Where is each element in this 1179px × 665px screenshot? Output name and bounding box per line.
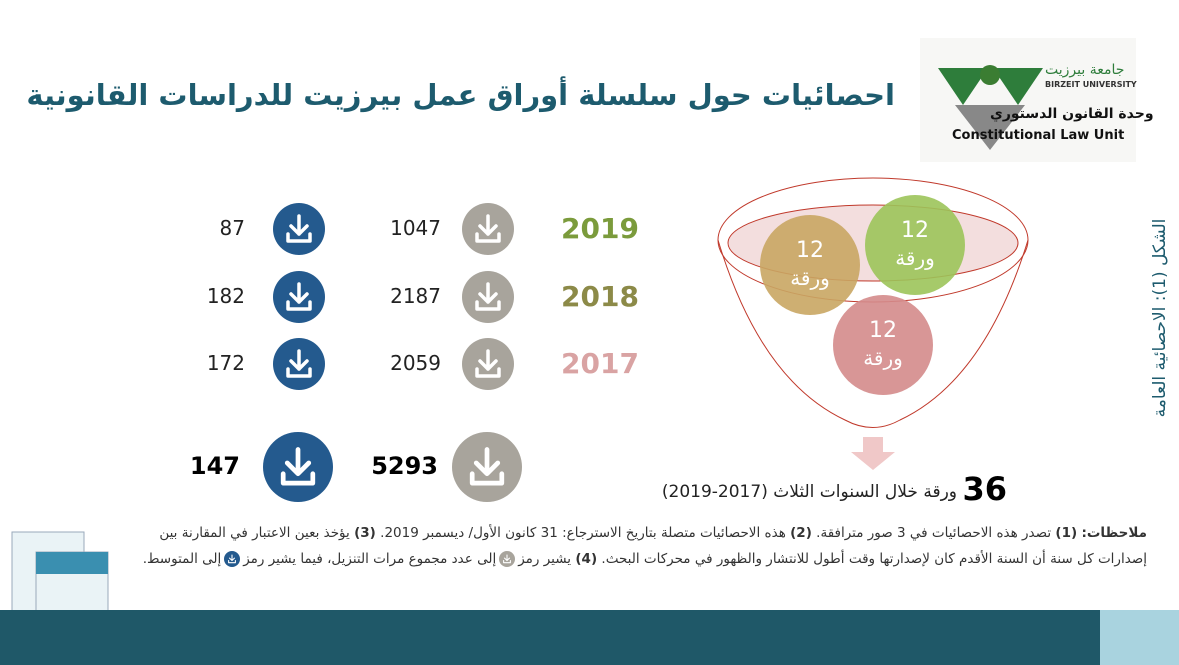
- download-icon: [462, 271, 514, 323]
- note-text: هذه الاحصائيات متصلة بتاريخ الاسترجاع: 3…: [380, 525, 786, 541]
- total-downloads: 2187: [390, 284, 441, 308]
- paper-circle: [833, 295, 933, 395]
- caption: ورقة خلال السنوات الثلاث (2017-2019): [661, 482, 957, 502]
- circle-unit: ورقة: [790, 266, 830, 290]
- download-icon: [499, 551, 516, 567]
- book-band: [36, 552, 108, 574]
- total-downloads: 1047: [390, 216, 441, 240]
- year: 2018: [561, 280, 639, 313]
- average-downloads: 182: [206, 284, 245, 308]
- footer-band: [0, 610, 1100, 665]
- funnel: [717, 239, 1029, 428]
- logo-text: وحدة القانون الدستوري: [990, 106, 1154, 122]
- download-icon: [273, 338, 325, 390]
- arrow: [851, 437, 895, 470]
- circle-unit: ورقة: [895, 246, 935, 270]
- circle-number: 12: [901, 218, 929, 243]
- note-text: يؤخذ بعين الاعتبار في المقارنة بين إصدار…: [159, 525, 1147, 567]
- logo-text: BIRZEIT UNIVERSITY: [1045, 80, 1137, 89]
- year: 2017: [561, 347, 639, 380]
- paper-circle: [760, 215, 860, 315]
- total-downloads: 2059: [390, 351, 441, 375]
- logo-shape: [955, 105, 1025, 150]
- note-number: (1): [1055, 525, 1078, 541]
- figure-label: الشكل (1): الاحصائية العامة: [1150, 218, 1170, 418]
- logo-bg: [920, 38, 1136, 162]
- footer-band: [1100, 610, 1179, 665]
- total-sum: 5293: [371, 452, 438, 480]
- logo-text: Constitutional Law Unit: [952, 128, 1125, 143]
- count: 36: [962, 470, 1007, 508]
- average-downloads: 87: [219, 216, 245, 240]
- note-text: إلى المتوسط.: [142, 551, 222, 567]
- paper-circle: [865, 195, 965, 295]
- notes-heading: ملاحظات:: [1081, 525, 1147, 541]
- download-icon: [462, 338, 514, 390]
- download-icon: [462, 203, 514, 255]
- note-number: (3): [354, 525, 376, 541]
- note-number: (2): [790, 525, 812, 541]
- circle-unit: ورقة: [863, 346, 903, 370]
- note-text: إلى عدد مجموع مرات التنزيل، فيما يشير رم…: [243, 551, 497, 567]
- download-icon: [273, 203, 325, 255]
- logo-shape: [938, 68, 988, 105]
- note-number: (4): [575, 551, 598, 567]
- average-sum: 147: [189, 452, 240, 480]
- average-downloads: 172: [206, 351, 245, 375]
- circle-number: 12: [796, 238, 824, 263]
- download-icon: [224, 551, 241, 567]
- note-text: تصدر هذه الاحصائيات في 3 صور مترافقة.: [816, 525, 1052, 541]
- logo-tree: [980, 65, 1000, 85]
- note-text: يشير رمز: [518, 551, 572, 567]
- logo-text: جامعة بيرزيت: [1045, 62, 1125, 78]
- download-icon: [273, 271, 325, 323]
- title: احصائيات حول سلسلة أوراق عمل بيرزيت للدر…: [26, 78, 895, 112]
- year: 2019: [561, 212, 639, 245]
- notes: ملاحظات: (1) تصدر هذه الاحصائيات في 3 صو…: [127, 520, 1147, 572]
- download-icon: [263, 432, 333, 502]
- circle-number: 12: [869, 318, 897, 343]
- logo-shape: [993, 68, 1043, 105]
- download-icon: [452, 432, 522, 502]
